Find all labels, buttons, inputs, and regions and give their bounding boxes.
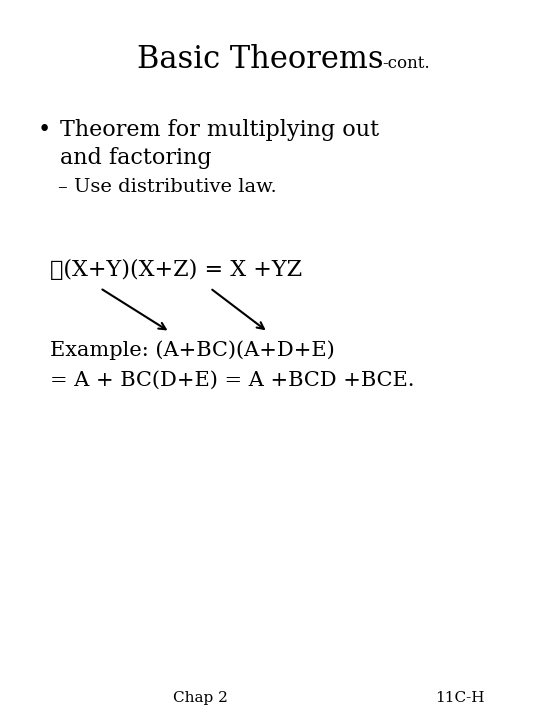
Text: 11C-H: 11C-H: [435, 691, 485, 705]
Text: = A + BC(D+E) = A +BCD +BCE.: = A + BC(D+E) = A +BCD +BCE.: [50, 371, 415, 390]
Text: and factoring: and factoring: [60, 147, 212, 169]
Text: -cont.: -cont.: [382, 55, 430, 71]
Text: Example: (A+BC)(A+D+E): Example: (A+BC)(A+D+E): [50, 340, 335, 360]
Text: ✓(X+Y)(X+Z) = X +YZ: ✓(X+Y)(X+Z) = X +YZ: [50, 259, 302, 281]
Text: Theorem for multiplying out: Theorem for multiplying out: [60, 119, 379, 141]
Text: Chap 2: Chap 2: [173, 691, 227, 705]
Text: – Use distributive law.: – Use distributive law.: [58, 178, 277, 196]
Text: •: •: [38, 119, 51, 141]
Text: Basic Theorems: Basic Theorems: [137, 45, 383, 76]
